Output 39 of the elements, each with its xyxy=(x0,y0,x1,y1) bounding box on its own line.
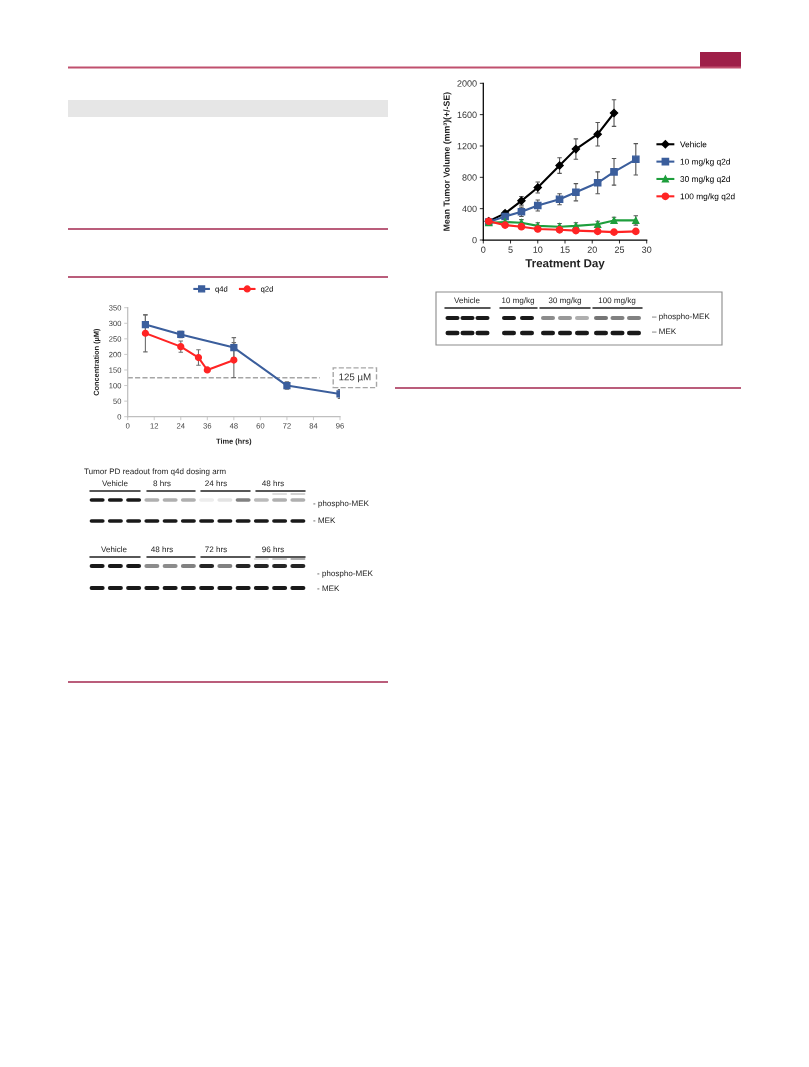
text: - phospho-MEK xyxy=(313,500,369,508)
text: - MEK xyxy=(317,585,340,592)
legend-label: 10 mg/kg q2d xyxy=(680,158,730,167)
text: 72 hrs xyxy=(205,546,227,553)
x-tick-label: 10 xyxy=(533,246,543,253)
x-tick-label: 30 xyxy=(642,246,652,253)
text: Vehicle xyxy=(454,297,480,304)
y-tick-label: 0 xyxy=(472,236,477,244)
text: 8 hrs xyxy=(153,480,171,487)
text: - phospho-MEK xyxy=(317,570,373,578)
x-tick-label: 5 xyxy=(508,246,513,253)
y-tick-label: 800 xyxy=(462,174,477,181)
legend-label: 100 mg/kg q2d xyxy=(680,193,735,201)
y-tick-label: 2000 xyxy=(457,80,477,87)
legend-label: Vehicle xyxy=(680,141,707,148)
text: 30 mg/kg xyxy=(548,297,582,305)
y-tick-label: 1600 xyxy=(457,111,477,118)
x-tick-label: 20 xyxy=(587,246,597,253)
x-tick-label: 15 xyxy=(560,246,570,253)
text: Tumor PD readout from q4d dosing arm xyxy=(84,468,226,476)
y-tick-label: 400 xyxy=(462,205,477,213)
text: Vehicle xyxy=(101,546,127,553)
ref-line-label: 125 µM xyxy=(339,373,371,383)
text: 48 hrs xyxy=(261,480,284,487)
text: – phospho-MEK xyxy=(652,313,710,321)
x-tick-label: 0 xyxy=(481,246,486,253)
text: 100 mg/kg xyxy=(598,297,636,305)
x-axis-title: Treatment Day xyxy=(525,259,605,270)
text: 24 hrs xyxy=(205,480,227,487)
text: - MEK xyxy=(313,517,336,524)
text: 96 hrs xyxy=(262,546,284,553)
text: 10 mg/kg xyxy=(502,297,535,305)
y-axis-title: Mean Tumor Volume (mm³)(+/-SE) xyxy=(443,92,452,231)
legend-label: 30 mg/kg q2d xyxy=(680,175,730,184)
text: – MEK xyxy=(652,328,677,335)
text: Vehicle xyxy=(102,480,128,487)
text: 48 hrs xyxy=(150,546,173,553)
y-tick-label: 1200 xyxy=(457,142,477,150)
x-tick-label: 25 xyxy=(614,246,625,253)
